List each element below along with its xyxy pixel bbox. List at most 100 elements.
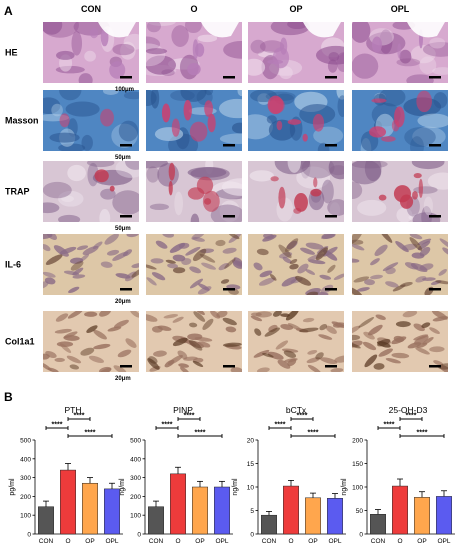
positive-stain bbox=[172, 267, 186, 274]
positive-stain bbox=[256, 248, 269, 256]
stain-region bbox=[393, 185, 411, 203]
y-tick-label: 100 bbox=[130, 513, 141, 520]
tissue-region bbox=[352, 181, 363, 200]
scale-bar-line bbox=[325, 288, 337, 291]
x-tick-label: OP bbox=[195, 538, 204, 545]
tissue-region bbox=[432, 67, 448, 75]
cell-nucleus bbox=[385, 358, 401, 364]
cell-nucleus bbox=[256, 367, 270, 372]
cell-nucleus bbox=[130, 311, 139, 318]
micrograph-col1a1-o bbox=[146, 311, 242, 372]
tissue-region bbox=[87, 162, 99, 187]
scale-bar-line bbox=[120, 215, 132, 218]
positive-stain bbox=[358, 317, 375, 328]
positive-stain bbox=[327, 264, 336, 273]
significance-label: **** bbox=[297, 413, 308, 420]
cell-nucleus bbox=[429, 346, 445, 353]
positive-stain bbox=[188, 339, 203, 351]
cell-nucleus bbox=[319, 274, 332, 280]
cell-nucleus bbox=[415, 276, 427, 283]
cell-nucleus bbox=[45, 350, 57, 358]
cell-nucleus bbox=[319, 357, 338, 364]
tissue-region bbox=[364, 161, 382, 182]
lumen-space bbox=[303, 22, 341, 38]
positive-stain bbox=[254, 328, 262, 336]
chart-pinp: PINP 0 100 200 300 400 500 ng/ml CON O OP OPL **** **… bbox=[119, 405, 233, 545]
x-tick-label: O bbox=[65, 538, 70, 545]
stain-region bbox=[397, 43, 402, 59]
positive-stain bbox=[228, 234, 240, 240]
cell-nucleus bbox=[99, 311, 111, 317]
bar-opl bbox=[104, 488, 120, 535]
cell-nucleus bbox=[98, 367, 112, 372]
scale-bar-line bbox=[120, 76, 132, 79]
positive-stain bbox=[86, 325, 98, 333]
cell-nucleus bbox=[115, 273, 131, 279]
y-axis-label: ng/ml bbox=[341, 478, 348, 496]
stain-region bbox=[168, 162, 176, 181]
cell-nucleus bbox=[194, 311, 205, 316]
cell-nucleus bbox=[419, 263, 434, 271]
micrograph-trap-con bbox=[43, 161, 139, 222]
positive-stain bbox=[295, 275, 312, 286]
scale-bar-line bbox=[429, 76, 441, 79]
cell-nucleus bbox=[43, 281, 49, 289]
tissue-region bbox=[61, 195, 74, 203]
cell-nucleus bbox=[106, 249, 120, 256]
y-tick-label: 400 bbox=[20, 456, 31, 463]
cell-nucleus bbox=[250, 312, 262, 317]
micrograph-col1a1-con bbox=[43, 311, 139, 372]
cell-nucleus bbox=[153, 350, 167, 357]
cell-nucleus bbox=[297, 263, 309, 274]
cell-nucleus bbox=[391, 352, 410, 359]
x-tick-label: O bbox=[288, 538, 293, 545]
tissue-region bbox=[146, 55, 176, 75]
cell-nucleus bbox=[189, 266, 202, 274]
tissue-region bbox=[404, 127, 436, 148]
tissue-region bbox=[396, 58, 421, 67]
scale-bar-line bbox=[223, 215, 235, 218]
stain-region bbox=[272, 47, 290, 69]
cell-nucleus bbox=[308, 259, 326, 265]
cell-nucleus bbox=[277, 359, 291, 369]
cell-nucleus bbox=[191, 234, 205, 240]
cell-nucleus bbox=[178, 363, 190, 368]
tissue-region bbox=[84, 50, 96, 62]
tissue-region bbox=[125, 161, 139, 170]
tissue-region bbox=[180, 90, 207, 102]
cell-nucleus bbox=[284, 358, 298, 363]
micrograph-il-6-con bbox=[43, 234, 139, 295]
lumen-space bbox=[98, 22, 136, 38]
bar-opl bbox=[436, 496, 452, 535]
positive-stain bbox=[148, 356, 158, 364]
micrograph-trap-opl bbox=[352, 161, 448, 222]
panel-b-label: B bbox=[4, 390, 13, 404]
tissue-region bbox=[146, 36, 161, 52]
cell-nucleus bbox=[54, 357, 65, 362]
cell-nucleus bbox=[178, 242, 190, 249]
cell-nucleus bbox=[185, 246, 201, 256]
cell-nucleus bbox=[263, 234, 275, 239]
cell-nucleus bbox=[429, 327, 440, 335]
x-tick-label: OPL bbox=[328, 538, 341, 545]
stain-region bbox=[413, 172, 422, 179]
chart-title: 25-OH-D3 bbox=[389, 405, 428, 415]
tissue-region bbox=[327, 59, 338, 73]
y-tick-label: 500 bbox=[130, 438, 141, 445]
tissue-region bbox=[43, 22, 63, 35]
bar-con bbox=[38, 506, 54, 535]
stain-region bbox=[207, 113, 216, 133]
stain-region bbox=[187, 187, 205, 200]
scale-bar-line bbox=[120, 288, 132, 291]
y-tick-label: 150 bbox=[352, 461, 363, 468]
positive-stain bbox=[376, 341, 391, 348]
cell-nucleus bbox=[180, 366, 190, 372]
cell-nucleus bbox=[162, 234, 174, 238]
tissue-region bbox=[406, 74, 434, 83]
cell-nucleus bbox=[409, 234, 423, 240]
cell-nucleus bbox=[225, 326, 237, 333]
y-tick-label: 500 bbox=[20, 438, 31, 445]
cell-nucleus bbox=[305, 242, 324, 250]
x-tick-label: CON bbox=[262, 538, 277, 545]
positive-stain bbox=[131, 268, 139, 278]
